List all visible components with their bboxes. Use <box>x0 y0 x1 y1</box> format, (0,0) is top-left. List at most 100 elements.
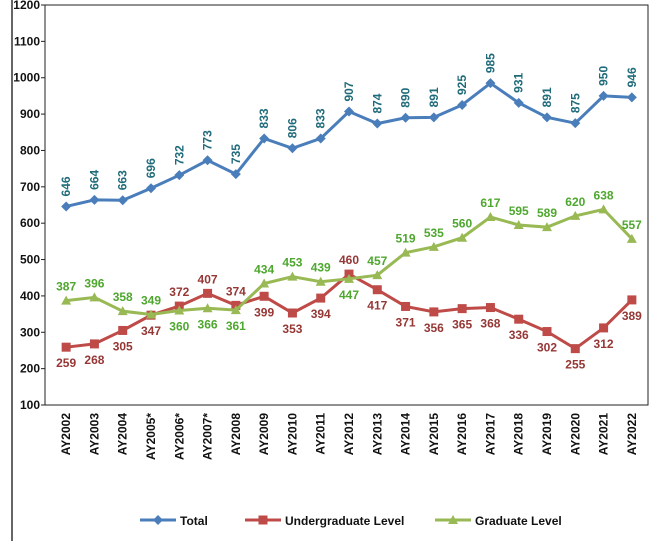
point <box>570 118 581 129</box>
data-label: 890 <box>399 87 413 107</box>
y-tick-label: 1200 <box>13 0 40 12</box>
data-label: 439 <box>311 261 331 275</box>
point <box>61 295 72 305</box>
data-label: 557 <box>622 218 642 232</box>
point <box>400 112 411 123</box>
y-tick-label: 1100 <box>14 34 40 48</box>
data-label: 374 <box>226 284 246 298</box>
point <box>400 247 411 257</box>
point <box>344 273 354 283</box>
point <box>89 194 100 205</box>
data-label: 891 <box>540 87 554 107</box>
point <box>146 309 156 319</box>
x-tick-label: AY2005* <box>144 413 158 460</box>
data-label: 360 <box>169 319 189 333</box>
point <box>372 285 382 295</box>
legend-marker <box>258 515 268 525</box>
data-label: 560 <box>452 217 472 231</box>
point <box>428 241 439 251</box>
x-tick-label: AY2016 <box>455 413 469 456</box>
data-label: 663 <box>116 170 130 190</box>
data-label: 394 <box>311 307 331 321</box>
data-label: 833 <box>257 108 271 128</box>
point <box>315 276 326 286</box>
x-tick-label: AY2020 <box>568 413 582 456</box>
point <box>230 305 241 315</box>
data-label: 358 <box>113 290 133 304</box>
data-label: 368 <box>480 317 500 331</box>
x-tick-label: AY2012 <box>342 413 356 456</box>
data-label: 371 <box>396 315 416 329</box>
point <box>626 92 637 103</box>
data-label: 361 <box>226 319 246 333</box>
data-label: 696 <box>144 158 158 178</box>
data-label: 732 <box>172 145 186 165</box>
point <box>146 183 156 194</box>
data-label: 925 <box>455 75 469 95</box>
data-label: 389 <box>622 309 642 323</box>
point <box>174 170 185 181</box>
point <box>203 288 213 298</box>
data-label: 434 <box>254 263 274 277</box>
data-label: 833 <box>314 108 328 128</box>
data-label: 595 <box>509 204 529 218</box>
data-label: 366 <box>198 317 218 331</box>
data-label: 874 <box>370 93 384 113</box>
data-label: 638 <box>594 188 614 202</box>
data-label: 946 <box>625 67 639 87</box>
legend-label: Graduate Level <box>475 514 562 528</box>
data-label: 447 <box>339 288 359 302</box>
point <box>542 222 552 232</box>
point <box>485 303 495 313</box>
point <box>117 306 128 316</box>
x-tick-label: AY2002 <box>59 413 73 456</box>
data-label: 268 <box>84 353 104 367</box>
point <box>287 143 298 154</box>
point <box>428 112 439 123</box>
point <box>429 307 439 317</box>
data-label: 336 <box>509 328 529 342</box>
x-tick-label: AY2015 <box>427 413 441 456</box>
y-tick-label: 900 <box>20 107 40 121</box>
y-tick-label: 1000 <box>13 71 40 85</box>
y-tick-label: 500 <box>20 253 40 267</box>
data-label: 735 <box>229 144 243 164</box>
data-label: 950 <box>597 66 611 86</box>
point <box>287 308 297 318</box>
data-label: 347 <box>141 324 161 338</box>
point <box>344 106 354 117</box>
point <box>599 323 609 333</box>
x-tick-label: AY2004 <box>116 413 130 456</box>
y-tick-label: 300 <box>20 325 40 339</box>
point <box>174 305 185 315</box>
point <box>626 233 637 243</box>
point <box>230 169 241 180</box>
data-label: 664 <box>87 170 101 190</box>
point <box>514 314 524 324</box>
data-label: 312 <box>594 337 614 351</box>
legend-label: Total <box>180 514 208 528</box>
data-label: 891 <box>427 87 441 107</box>
data-label: 453 <box>282 256 302 270</box>
legend-marker <box>153 515 163 525</box>
data-label: 353 <box>282 322 302 336</box>
data-label: 255 <box>565 358 585 372</box>
data-label: 302 <box>537 341 557 355</box>
point <box>457 232 468 242</box>
point <box>89 292 100 302</box>
point <box>117 195 128 206</box>
data-label: 387 <box>56 280 76 294</box>
data-label: 259 <box>56 356 76 370</box>
point <box>457 304 467 314</box>
data-label: 519 <box>396 232 416 246</box>
data-label: 460 <box>339 253 359 267</box>
data-label: 535 <box>424 226 444 240</box>
x-tick-label: AY2018 <box>512 413 526 456</box>
x-tick-label: AY2007* <box>201 413 215 460</box>
x-tick-label: AY2008 <box>229 413 243 456</box>
point <box>61 342 71 352</box>
point <box>316 293 326 303</box>
data-label: 349 <box>141 293 161 307</box>
point <box>457 100 468 110</box>
data-label: 396 <box>84 276 104 290</box>
